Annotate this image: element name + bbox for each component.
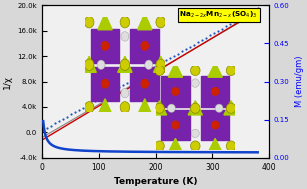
Point: [132, 77, 137, 80]
Point: [144, 70, 149, 73]
Point: [196, 41, 200, 44]
Point: [100, 95, 105, 98]
Point: [45, 126, 50, 129]
Point: [84, 104, 89, 107]
Point: [192, 43, 196, 46]
Point: [108, 90, 113, 93]
Point: [243, 14, 248, 17]
Point: [124, 81, 129, 84]
Point: [136, 74, 141, 77]
Point: [96, 97, 101, 100]
Point: [64, 115, 69, 118]
Point: [200, 39, 204, 42]
Point: [156, 63, 161, 66]
Point: [247, 12, 252, 15]
Point: [128, 79, 133, 82]
Point: [172, 54, 177, 57]
Point: [216, 29, 220, 33]
Point: [104, 93, 109, 96]
Point: [223, 25, 228, 28]
Point: [49, 124, 54, 127]
Point: [208, 34, 212, 37]
Point: [204, 36, 208, 39]
Point: [148, 68, 153, 71]
Point: [231, 20, 236, 23]
Point: [56, 120, 61, 123]
X-axis label: Temperature (K): Temperature (K): [114, 177, 197, 186]
Point: [176, 52, 181, 55]
Point: [227, 23, 232, 26]
Point: [212, 32, 216, 35]
Point: [220, 27, 224, 30]
Point: [53, 122, 58, 125]
Point: [116, 86, 121, 89]
Point: [76, 108, 81, 111]
Y-axis label: 1/χ: 1/χ: [3, 74, 12, 88]
Point: [112, 88, 117, 91]
Point: [239, 16, 244, 19]
Point: [140, 72, 145, 75]
Y-axis label: M (emu/gm): M (emu/gm): [295, 56, 304, 107]
Point: [255, 7, 260, 10]
Point: [164, 59, 169, 62]
Point: [152, 66, 157, 69]
Point: [160, 61, 165, 64]
Point: [120, 84, 125, 87]
Point: [184, 47, 189, 50]
Point: [168, 57, 173, 60]
Point: [68, 113, 73, 116]
Point: [72, 111, 77, 114]
Point: [235, 18, 240, 21]
Point: [251, 9, 256, 12]
Point: [80, 106, 85, 109]
Point: [60, 117, 65, 120]
Point: [180, 50, 185, 53]
Point: [41, 129, 46, 132]
Text: Na$_{2-2x}$Mn$_{2-x}$(SO$_4$)$_3$: Na$_{2-2x}$Mn$_{2-x}$(SO$_4$)$_3$: [179, 10, 258, 20]
Point: [188, 45, 192, 48]
Point: [88, 101, 93, 105]
Point: [92, 99, 97, 102]
